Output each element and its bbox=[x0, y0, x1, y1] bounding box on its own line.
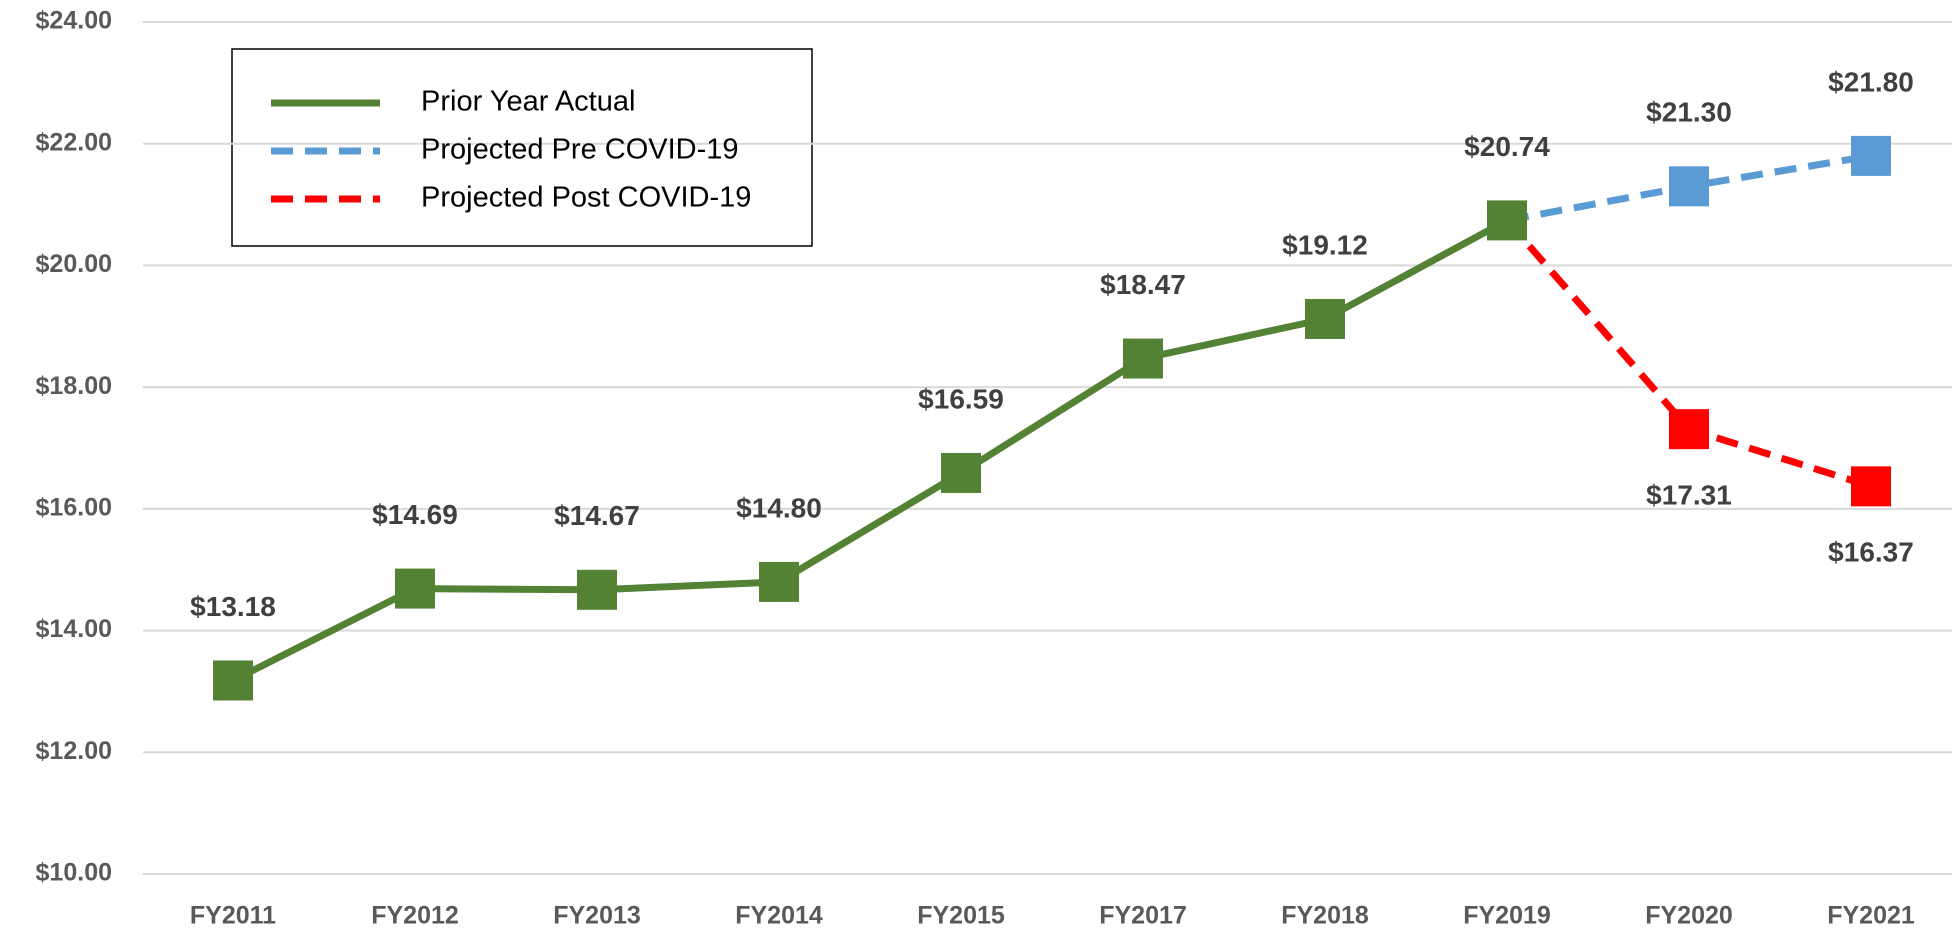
data-label: $14.80 bbox=[736, 492, 822, 523]
marker bbox=[1487, 200, 1527, 241]
legend-label: Projected Pre COVID-19 bbox=[421, 134, 739, 166]
x-tick-label: FY2014 bbox=[735, 902, 823, 930]
x-tick-label: FY2013 bbox=[553, 902, 641, 930]
y-tick-label: $20.00 bbox=[36, 250, 112, 278]
series-line bbox=[231, 217, 1509, 684]
x-tick-label: FY2021 bbox=[1827, 902, 1915, 930]
marker bbox=[395, 568, 435, 609]
x-tick-label: FY2018 bbox=[1281, 902, 1369, 930]
data-label: $19.12 bbox=[1282, 229, 1368, 260]
x-tick-label: FY2011 bbox=[190, 902, 276, 930]
data-label: $21.30 bbox=[1646, 97, 1732, 128]
legend-label: Prior Year Actual bbox=[421, 86, 635, 118]
x-tick-label: FY2020 bbox=[1645, 902, 1733, 930]
marker bbox=[759, 561, 799, 602]
x-tick-label: FY2017 bbox=[1099, 902, 1187, 930]
y-tick-label: $12.00 bbox=[36, 737, 112, 765]
data-label: $13.18 bbox=[190, 591, 276, 622]
marker bbox=[577, 569, 617, 610]
marker bbox=[1123, 338, 1163, 379]
y-tick-label: $10.00 bbox=[36, 859, 112, 887]
marker bbox=[1851, 466, 1891, 507]
data-label: $17.31 bbox=[1646, 480, 1732, 511]
marker bbox=[1305, 298, 1345, 339]
x-tick-label: FY2015 bbox=[917, 902, 1005, 930]
marker bbox=[1669, 166, 1709, 207]
data-label: $18.47 bbox=[1100, 269, 1186, 300]
data-label: $16.59 bbox=[918, 383, 1004, 414]
marker bbox=[213, 660, 253, 701]
x-tick-label: FY2012 bbox=[371, 902, 459, 930]
y-tick-label: $24.00 bbox=[36, 7, 112, 35]
legend-box bbox=[231, 48, 813, 247]
data-label: $20.74 bbox=[1464, 131, 1550, 162]
data-label: $14.67 bbox=[554, 500, 640, 531]
x-tick-label: FY2019 bbox=[1463, 902, 1551, 930]
y-tick-label: $16.00 bbox=[36, 493, 112, 521]
data-label: $21.80 bbox=[1828, 66, 1914, 97]
y-tick-label: $14.00 bbox=[36, 615, 112, 643]
data-label: $16.37 bbox=[1828, 537, 1914, 568]
marker bbox=[1669, 409, 1709, 450]
marker bbox=[1851, 135, 1891, 176]
y-tick-label: $18.00 bbox=[36, 372, 112, 400]
marker bbox=[941, 452, 981, 493]
y-tick-label: $22.00 bbox=[36, 128, 112, 156]
legend-label: Projected Post COVID-19 bbox=[421, 182, 751, 214]
data-label: $14.69 bbox=[372, 499, 458, 530]
